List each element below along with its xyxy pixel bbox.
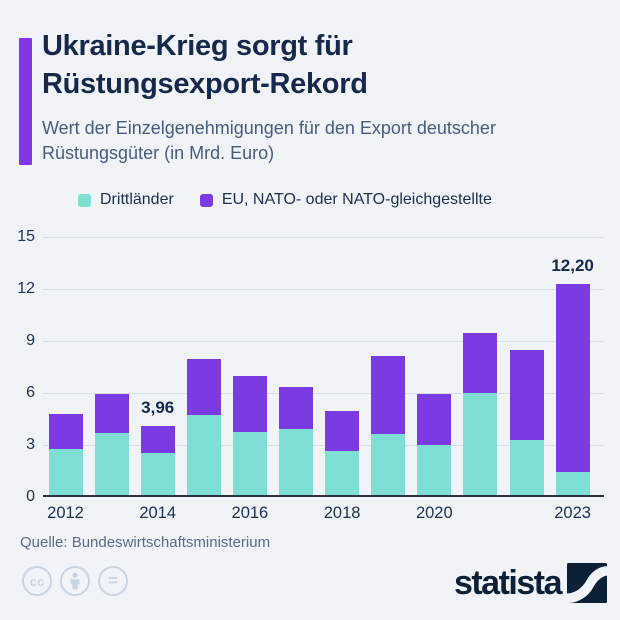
- legend-label-eu-nato: EU, NATO- oder NATO-gleichgestellte: [221, 191, 492, 208]
- page-subtitle: Wert der Einzelgenehmigungen für den Exp…: [42, 116, 582, 166]
- x-axis-label-2018: 2018: [323, 504, 361, 522]
- source-text: Quelle: Bundeswirtschaftsministerium: [20, 534, 271, 551]
- y-axis-label-0: 0: [26, 488, 35, 505]
- bar-segment-drittlaender-2014: [140, 453, 175, 495]
- bar-segment-eu-nato-2023: [555, 283, 590, 472]
- bar-group-2014: [140, 426, 175, 495]
- bar-group-2015: [186, 358, 221, 495]
- legend-item-eu-nato: EU, NATO- oder NATO-gleichgestellte: [199, 191, 492, 209]
- bar-segment-eu-nato-2013: [94, 393, 129, 433]
- x-axis-label-2014: 2014: [139, 504, 177, 522]
- statista-logo-mark-icon: [567, 563, 607, 603]
- cc-by-person-icon[interactable]: [60, 566, 90, 596]
- bar-value-label-2014: 3,96: [141, 398, 175, 418]
- bar-segment-drittlaender-2012: [48, 449, 83, 495]
- y-axis-label-12: 12: [17, 280, 35, 297]
- x-axis-label-2023: 2023: [554, 504, 591, 522]
- bar-segment-drittlaender-2016: [232, 431, 267, 495]
- statista-wordmark: statista: [453, 564, 563, 602]
- page-title: Ukraine-Krieg sorgt für Rüstungsexport-R…: [42, 27, 582, 103]
- bar-segment-drittlaender-2021: [463, 392, 498, 495]
- bar-group-2013: [94, 393, 129, 495]
- legend-swatch-eu-nato: [199, 194, 213, 207]
- bar-segment-drittlaender-2018: [325, 450, 360, 495]
- y-axis-label-9: 9: [26, 332, 35, 349]
- bar-group-2016: [232, 376, 267, 495]
- x-axis-label-2016: 2016: [231, 504, 269, 522]
- gridline-12: [43, 288, 604, 290]
- gridline-6: [43, 392, 604, 394]
- bar-segment-eu-nato-2017: [279, 386, 313, 430]
- bar-segment-drittlaender-2017: [279, 429, 313, 495]
- bar-group-2023: [555, 283, 590, 495]
- bar-group-2019: [371, 356, 406, 495]
- bar-group-2022: [509, 350, 544, 495]
- person-icon: [70, 572, 80, 590]
- y-axis-label-3: 3: [26, 436, 35, 453]
- legend-item-drittlaender: Drittländer: [78, 191, 174, 209]
- page-subtitle-line-2: Rüstungsgüter (in Mrd. Euro): [42, 143, 275, 163]
- bar-group-2020: [417, 394, 452, 495]
- page-title-line-1: Ukraine-Krieg sorgt für: [42, 30, 353, 62]
- page-subtitle-line-1: Wert der Einzelgenehmigungen für den Exp…: [42, 118, 496, 138]
- bar-segment-drittlaender-2013: [94, 432, 129, 495]
- bar-segment-drittlaender-2022: [509, 439, 544, 495]
- plot-area: 3,96 12,20: [43, 236, 604, 497]
- y-axis-label-15: 15: [17, 228, 35, 245]
- bar-segment-eu-nato-2014: [140, 426, 175, 454]
- accent-bar: [19, 38, 32, 165]
- bar-segment-eu-nato-2016: [232, 376, 267, 432]
- cc-icon[interactable]: cc: [22, 566, 52, 596]
- bar-value-label-2023: 12,20: [551, 255, 594, 275]
- bar-segment-drittlaender-2015: [186, 415, 221, 495]
- bar-segment-drittlaender-2019: [371, 434, 406, 495]
- bar-segment-eu-nato-2022: [509, 350, 544, 440]
- statista-logo[interactable]: statista: [454, 563, 607, 603]
- chart: 3,96 12,20 0 3 6 9 12 15 2012 2014 2016 2018 2020 20…: [0, 228, 620, 537]
- bar-group-2017: [279, 386, 313, 495]
- bar-segment-eu-nato-2018: [325, 411, 360, 451]
- gridline-9: [43, 340, 604, 342]
- bar-segment-drittlaender-2020: [417, 444, 452, 495]
- cc-nd-equals-icon[interactable]: =: [98, 566, 128, 596]
- legend-label-drittlaender: Drittländer: [100, 191, 174, 208]
- legend: Drittländer EU, NATO- oder NATO-gleichge…: [78, 191, 492, 209]
- cc-license-icons: cc =: [22, 566, 128, 596]
- y-axis-label-6: 6: [26, 384, 35, 401]
- x-axis-label-2020: 2020: [415, 504, 453, 522]
- page-title-line-2: Rüstungsexport-Rekord: [42, 68, 368, 100]
- legend-swatch-drittlaender: [78, 194, 91, 207]
- bar-segment-eu-nato-2019: [371, 356, 406, 435]
- gridline-15: [43, 236, 604, 238]
- gridline-3: [43, 444, 604, 446]
- bar-group-2021: [463, 332, 498, 495]
- bar-segment-eu-nato-2015: [186, 358, 221, 416]
- bar-segment-eu-nato-2021: [463, 332, 498, 393]
- bar-group-2018: [325, 411, 360, 495]
- bar-segment-drittlaender-2023: [555, 471, 590, 495]
- bar-segment-eu-nato-2020: [417, 394, 452, 445]
- x-axis-label-2012: 2012: [47, 504, 84, 522]
- bar-group-2012: [48, 413, 83, 495]
- bar-segment-eu-nato-2012: [48, 413, 83, 450]
